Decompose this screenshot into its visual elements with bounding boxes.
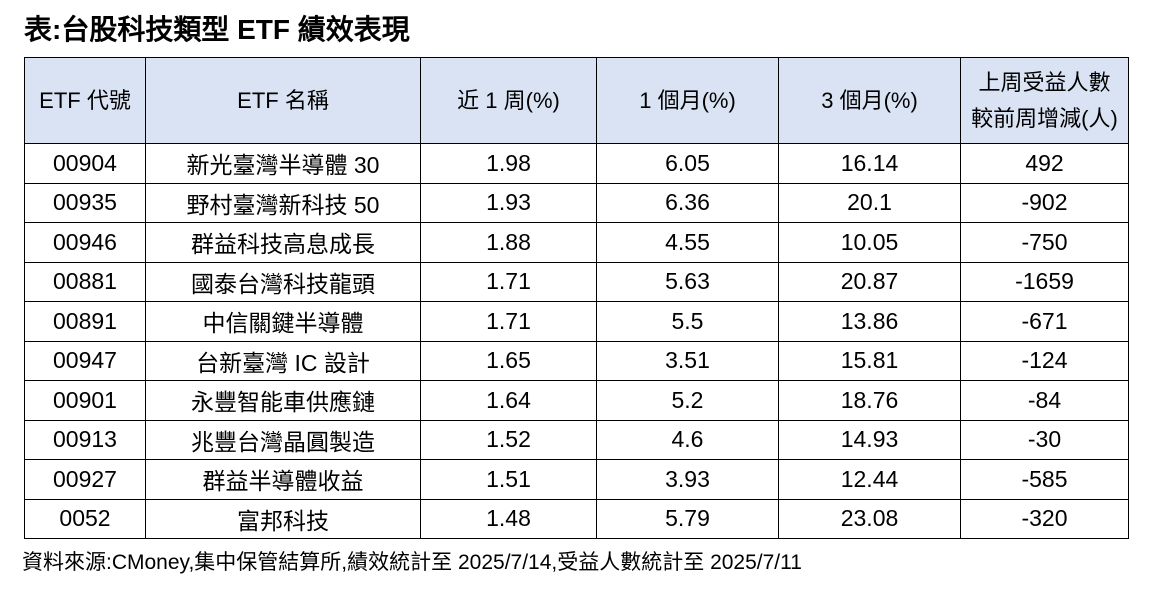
cell-week1: 1.51 [420,459,597,500]
cell-name: 新光臺灣半導體 30 [145,143,421,184]
cell-month3: 23.08 [778,498,961,539]
cell-week1: 1.98 [420,143,597,184]
cell-code: 00947 [24,340,146,381]
cell-name: 國泰台灣科技龍頭 [145,261,421,302]
column-header-label: 近 1 周(%) [457,87,560,113]
cell-week1: 1.88 [420,222,597,263]
column-header-month1: 1 個月(%) [596,57,779,144]
cell-holders_change: -1659 [960,261,1129,302]
table-row: 0052 富邦科技 1.48 5.79 23.08 -320 [24,498,1129,539]
cell-name: 台新臺灣 IC 設計 [145,340,421,381]
cell-month3: 14.93 [778,419,961,460]
cell-code: 00904 [24,143,146,184]
cell-month1: 5.5 [596,301,779,342]
cell-name: 群益半導體收益 [145,459,421,500]
column-header-code: ETF 代號 [24,57,146,144]
cell-holders_change: -84 [960,380,1129,421]
cell-code: 00935 [24,182,146,223]
cell-month1: 6.36 [596,182,779,223]
cell-holders_change: -750 [960,222,1129,263]
cell-month3: 20.1 [778,182,961,223]
cell-month3: 10.05 [778,222,961,263]
table-row: 00891 中信關鍵半導體 1.71 5.5 13.86 -671 [24,301,1129,342]
column-header-label: ETF 名稱 [237,87,329,113]
cell-holders_change: -124 [960,340,1129,381]
cell-week1: 1.64 [420,380,597,421]
cell-week1: 1.93 [420,182,597,223]
cell-code: 00881 [24,261,146,302]
cell-code: 00901 [24,380,146,421]
cell-week1: 1.48 [420,498,597,539]
column-header-month3: 3 個月(%) [778,57,961,144]
column-header-label: ETF 代號 [39,87,131,113]
cell-code: 00927 [24,459,146,500]
cell-week1: 1.52 [420,419,597,460]
etf-performance-table: ETF 代號 ETF 名稱 近 1 周(%) 1 個月(%) 3 個月(%) 上… [24,57,1129,539]
cell-month1: 4.6 [596,419,779,460]
cell-holders_change: -902 [960,182,1129,223]
cell-name: 群益科技高息成長 [145,222,421,263]
column-header-label-line2: 較前周增減(人) [971,105,1118,131]
table-body: 00904 新光臺灣半導體 30 1.98 6.05 16.14 492 00935 野村臺灣… [24,143,1129,539]
table-row: 00946 群益科技高息成長 1.88 4.55 10.05 -750 [24,222,1129,263]
cell-month1: 5.79 [596,498,779,539]
cell-month3: 12.44 [778,459,961,500]
cell-code: 00891 [24,301,146,342]
source-note: 資料來源:CMoney,集中保管結算所,績效統計至 2025/7/14,受益人數… [22,551,802,574]
cell-month3: 18.76 [778,380,961,421]
cell-code: 00913 [24,419,146,460]
table-header: ETF 代號 ETF 名稱 近 1 周(%) 1 個月(%) 3 個月(%) 上… [24,57,1129,144]
cell-week1: 1.71 [420,261,597,302]
cell-code: 0052 [24,498,146,539]
page-title: 表:台股科技類型 ETF 績效表現 [24,14,410,45]
table-row: 00947 台新臺灣 IC 設計 1.65 3.51 15.81 -124 [24,340,1129,381]
table-row: 00904 新光臺灣半導體 30 1.98 6.05 16.14 492 [24,143,1129,184]
cell-month1: 4.55 [596,222,779,263]
cell-month1: 6.05 [596,143,779,184]
table-row: 00913 兆豐台灣晶圓製造 1.52 4.6 14.93 -30 [24,419,1129,460]
cell-name: 中信關鍵半導體 [145,301,421,342]
column-header-week1: 近 1 周(%) [420,57,597,144]
cell-month3: 16.14 [778,143,961,184]
column-header-label: 1 個月(%) [639,87,736,113]
column-header-holders-change: 上周受益人數 較前周增減(人) [960,57,1129,144]
cell-week1: 1.71 [420,301,597,342]
column-header-label-line1: 上周受益人數 [978,69,1111,95]
table-row: 00935 野村臺灣新科技 50 1.93 6.36 20.1 -902 [24,182,1129,223]
cell-month1: 5.63 [596,261,779,302]
cell-name: 永豐智能車供應鏈 [145,380,421,421]
cell-holders_change: -30 [960,419,1129,460]
column-header-label: 3 個月(%) [821,87,918,113]
table-row: 00901 永豐智能車供應鏈 1.64 5.2 18.76 -84 [24,380,1129,421]
cell-week1: 1.65 [420,340,597,381]
cell-holders_change: -585 [960,459,1129,500]
table-row: 00881 國泰台灣科技龍頭 1.71 5.63 20.87 -1659 [24,261,1129,302]
cell-name: 兆豐台灣晶圓製造 [145,419,421,460]
cell-month1: 3.51 [596,340,779,381]
cell-month3: 15.81 [778,340,961,381]
cell-code: 00946 [24,222,146,263]
cell-month1: 5.2 [596,380,779,421]
cell-month3: 20.87 [778,261,961,302]
header-row: ETF 代號 ETF 名稱 近 1 周(%) 1 個月(%) 3 個月(%) 上… [24,57,1129,144]
cell-month1: 3.93 [596,459,779,500]
table-row: 00927 群益半導體收益 1.51 3.93 12.44 -585 [24,459,1129,500]
cell-month3: 13.86 [778,301,961,342]
cell-name: 富邦科技 [145,498,421,539]
cell-holders_change: -320 [960,498,1129,539]
cell-name: 野村臺灣新科技 50 [145,182,421,223]
cell-holders_change: 492 [960,143,1129,184]
cell-holders_change: -671 [960,301,1129,342]
column-header-name: ETF 名稱 [145,57,421,144]
